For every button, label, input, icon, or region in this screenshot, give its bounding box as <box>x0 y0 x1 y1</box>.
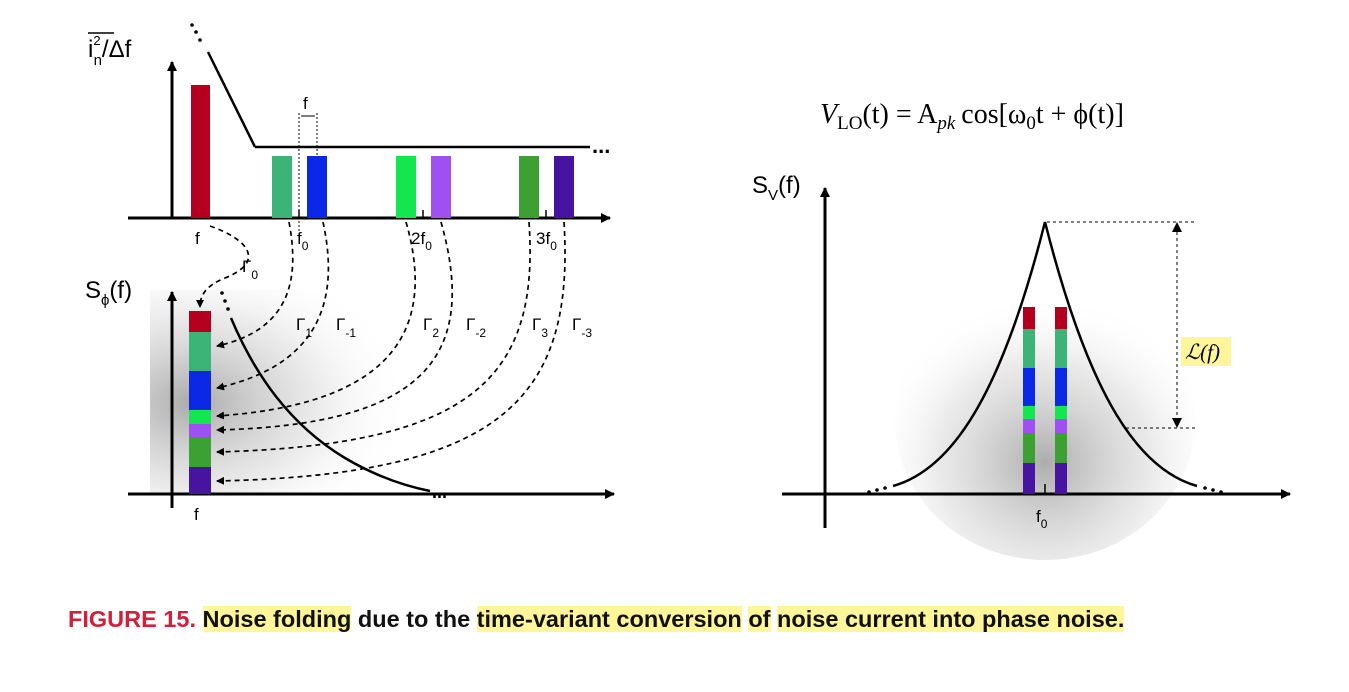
top-y-label: i2 n/Δf <box>88 33 132 69</box>
gamma-label-2: Γ2 <box>423 315 439 340</box>
noise-folding-figure: i2 n/Δf ... f f f0 2f0 3f0 <box>85 23 1291 560</box>
tick-label-3f0: 3f0 <box>536 229 557 253</box>
tick-label-f0: f0 <box>297 229 309 253</box>
stack-indigo <box>189 467 211 494</box>
sideband-right-indigo <box>1055 463 1067 494</box>
curve-dot-left <box>883 486 887 490</box>
caption-part: Noise folding <box>202 606 352 632</box>
caption-part: due to the <box>351 606 477 632</box>
stack-dark-red <box>189 311 211 332</box>
sideband-left-indigo <box>1023 463 1035 494</box>
curve-ellipsis: ... <box>432 482 447 502</box>
flicker-dot <box>194 30 198 34</box>
sideband-right-bright-green <box>1055 406 1067 419</box>
gamma-label-neg1: Γ-1 <box>336 315 356 340</box>
bottom-y-label: Sϕ(f) <box>85 277 132 309</box>
sideband-right-purple <box>1055 419 1067 433</box>
stack-green <box>189 437 211 467</box>
sideband-left-bright-green <box>1023 406 1035 419</box>
sideband-right-teal-green <box>1055 329 1067 368</box>
lf-arrow-bottom <box>1172 418 1182 428</box>
sideband-left-purple <box>1023 419 1035 433</box>
stack-blue <box>189 371 211 410</box>
flicker-dot <box>198 38 202 42</box>
bar-f0-upper <box>307 156 327 218</box>
stack-bright-green <box>189 410 211 424</box>
bar-3f0-upper <box>554 156 574 218</box>
stack-teal-green <box>189 332 211 371</box>
caption-part: time-variant conversion <box>476 606 742 632</box>
floor-ellipsis: ... <box>592 133 610 158</box>
bar-2f0-upper <box>431 156 451 218</box>
curve-dot <box>220 291 224 295</box>
tick-label-2f0: 2f0 <box>411 229 432 253</box>
fold-path-gamma2 <box>216 221 416 420</box>
lf-highlight <box>1181 337 1231 366</box>
curve-dot-right <box>1219 490 1223 494</box>
fold-path-gamma-2 <box>216 221 454 434</box>
curve-dot-right <box>1203 486 1207 490</box>
gamma-label-1: Γ1 <box>296 315 312 340</box>
curve-dot <box>226 307 230 311</box>
caption-part: noise current into phase noise. <box>777 606 1125 632</box>
oscillator-spectrum: SV(f) f0 ℒ(f) <box>752 172 1291 560</box>
curve-dot-left <box>875 488 879 492</box>
bar-3f0-lower <box>519 156 539 218</box>
gamma-label-neg2: Γ-2 <box>466 315 486 340</box>
phase-noise-spectrum: Sϕ(f) f ... Γ0 Γ1 Γ-1 Γ2 Γ-2 Γ <box>85 221 615 524</box>
gamma-label-0: Γ0 <box>242 257 258 282</box>
tick-label-f0-right: f0 <box>1036 507 1048 531</box>
sideband-right-green <box>1055 433 1067 463</box>
sideband-right-dark-red <box>1055 307 1067 329</box>
spectrum-shading <box>895 280 1195 560</box>
lf-annotation: ℒ(f) <box>1185 340 1220 364</box>
phase-noise-curve <box>229 317 431 493</box>
bar-baseband-f <box>191 85 210 218</box>
figure-label: FIGURE 15. <box>68 606 196 632</box>
curve-dot-right <box>1211 488 1215 492</box>
figure-caption: FIGURE 15. Noise folding due to the time… <box>68 600 1318 638</box>
right-y-label: SV(f) <box>752 172 801 204</box>
flicker-dot <box>190 23 194 27</box>
bar-f0-lower <box>272 156 292 218</box>
sideband-right-blue <box>1055 368 1067 406</box>
bar-2f0-lower <box>396 156 416 218</box>
caption-part: of <box>748 606 771 632</box>
gamma-label-3: Γ3 <box>532 315 548 340</box>
tick-label-f: f <box>195 229 200 248</box>
lorentzian-curve <box>892 221 1198 488</box>
sideband-left-blue <box>1023 368 1035 406</box>
flicker-slope <box>206 51 257 148</box>
fold-path-gamma3 <box>216 221 531 456</box>
sideband-left-dark-red <box>1023 307 1035 329</box>
gamma-label-neg3: Γ-3 <box>572 315 592 340</box>
curve-dot <box>223 299 227 303</box>
lf-arrow-top <box>1172 222 1182 232</box>
sideband-left-teal-green <box>1023 329 1035 368</box>
fold-path-gamma1 <box>216 221 294 349</box>
stack-purple <box>189 424 211 437</box>
curve-dot-left <box>867 490 871 494</box>
bottom-tick-label-f: f <box>194 505 199 524</box>
fold-path-gamma-1 <box>216 221 330 391</box>
fold-path-gamma0 <box>196 225 250 308</box>
spacing-label: f <box>303 94 308 113</box>
current-noise-spectrum: i2 n/Δf ... f f f0 2f0 3f0 <box>88 23 611 253</box>
sideband-left-green <box>1023 433 1035 463</box>
lo-voltage-equation: VLO(t) = Apk cos[ω0t + ϕ(t)] <box>820 99 1124 134</box>
